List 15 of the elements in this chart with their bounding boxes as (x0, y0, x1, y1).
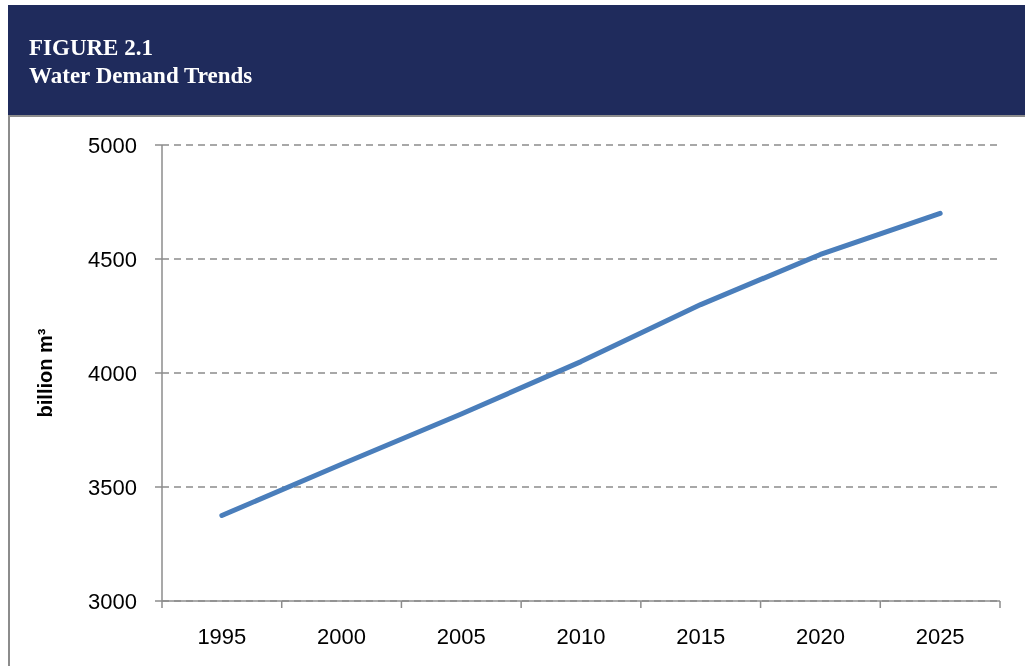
x-tick-label: 2010 (556, 623, 606, 649)
y-axis-title: billion m³ (34, 328, 56, 418)
x-tick-label: 2005 (436, 623, 486, 649)
x-tick-label: 2000 (317, 623, 367, 649)
y-tick-label: 3000 (88, 588, 137, 614)
x-tick-label: 2015 (676, 623, 726, 649)
x-tick-label: 2020 (795, 623, 845, 649)
x-tick-label: 1995 (197, 623, 247, 649)
y-tick-label: 4000 (88, 360, 137, 386)
y-tick-label: 3500 (88, 474, 137, 500)
chart-title: FIGURE 2.1 (29, 34, 154, 62)
x-tick-label: 2025 (915, 623, 965, 649)
y-tick-label: 4500 (88, 246, 137, 272)
y-tick-label: 5000 (88, 132, 137, 158)
chart-subtitle: Water Demand Trends (29, 62, 254, 90)
